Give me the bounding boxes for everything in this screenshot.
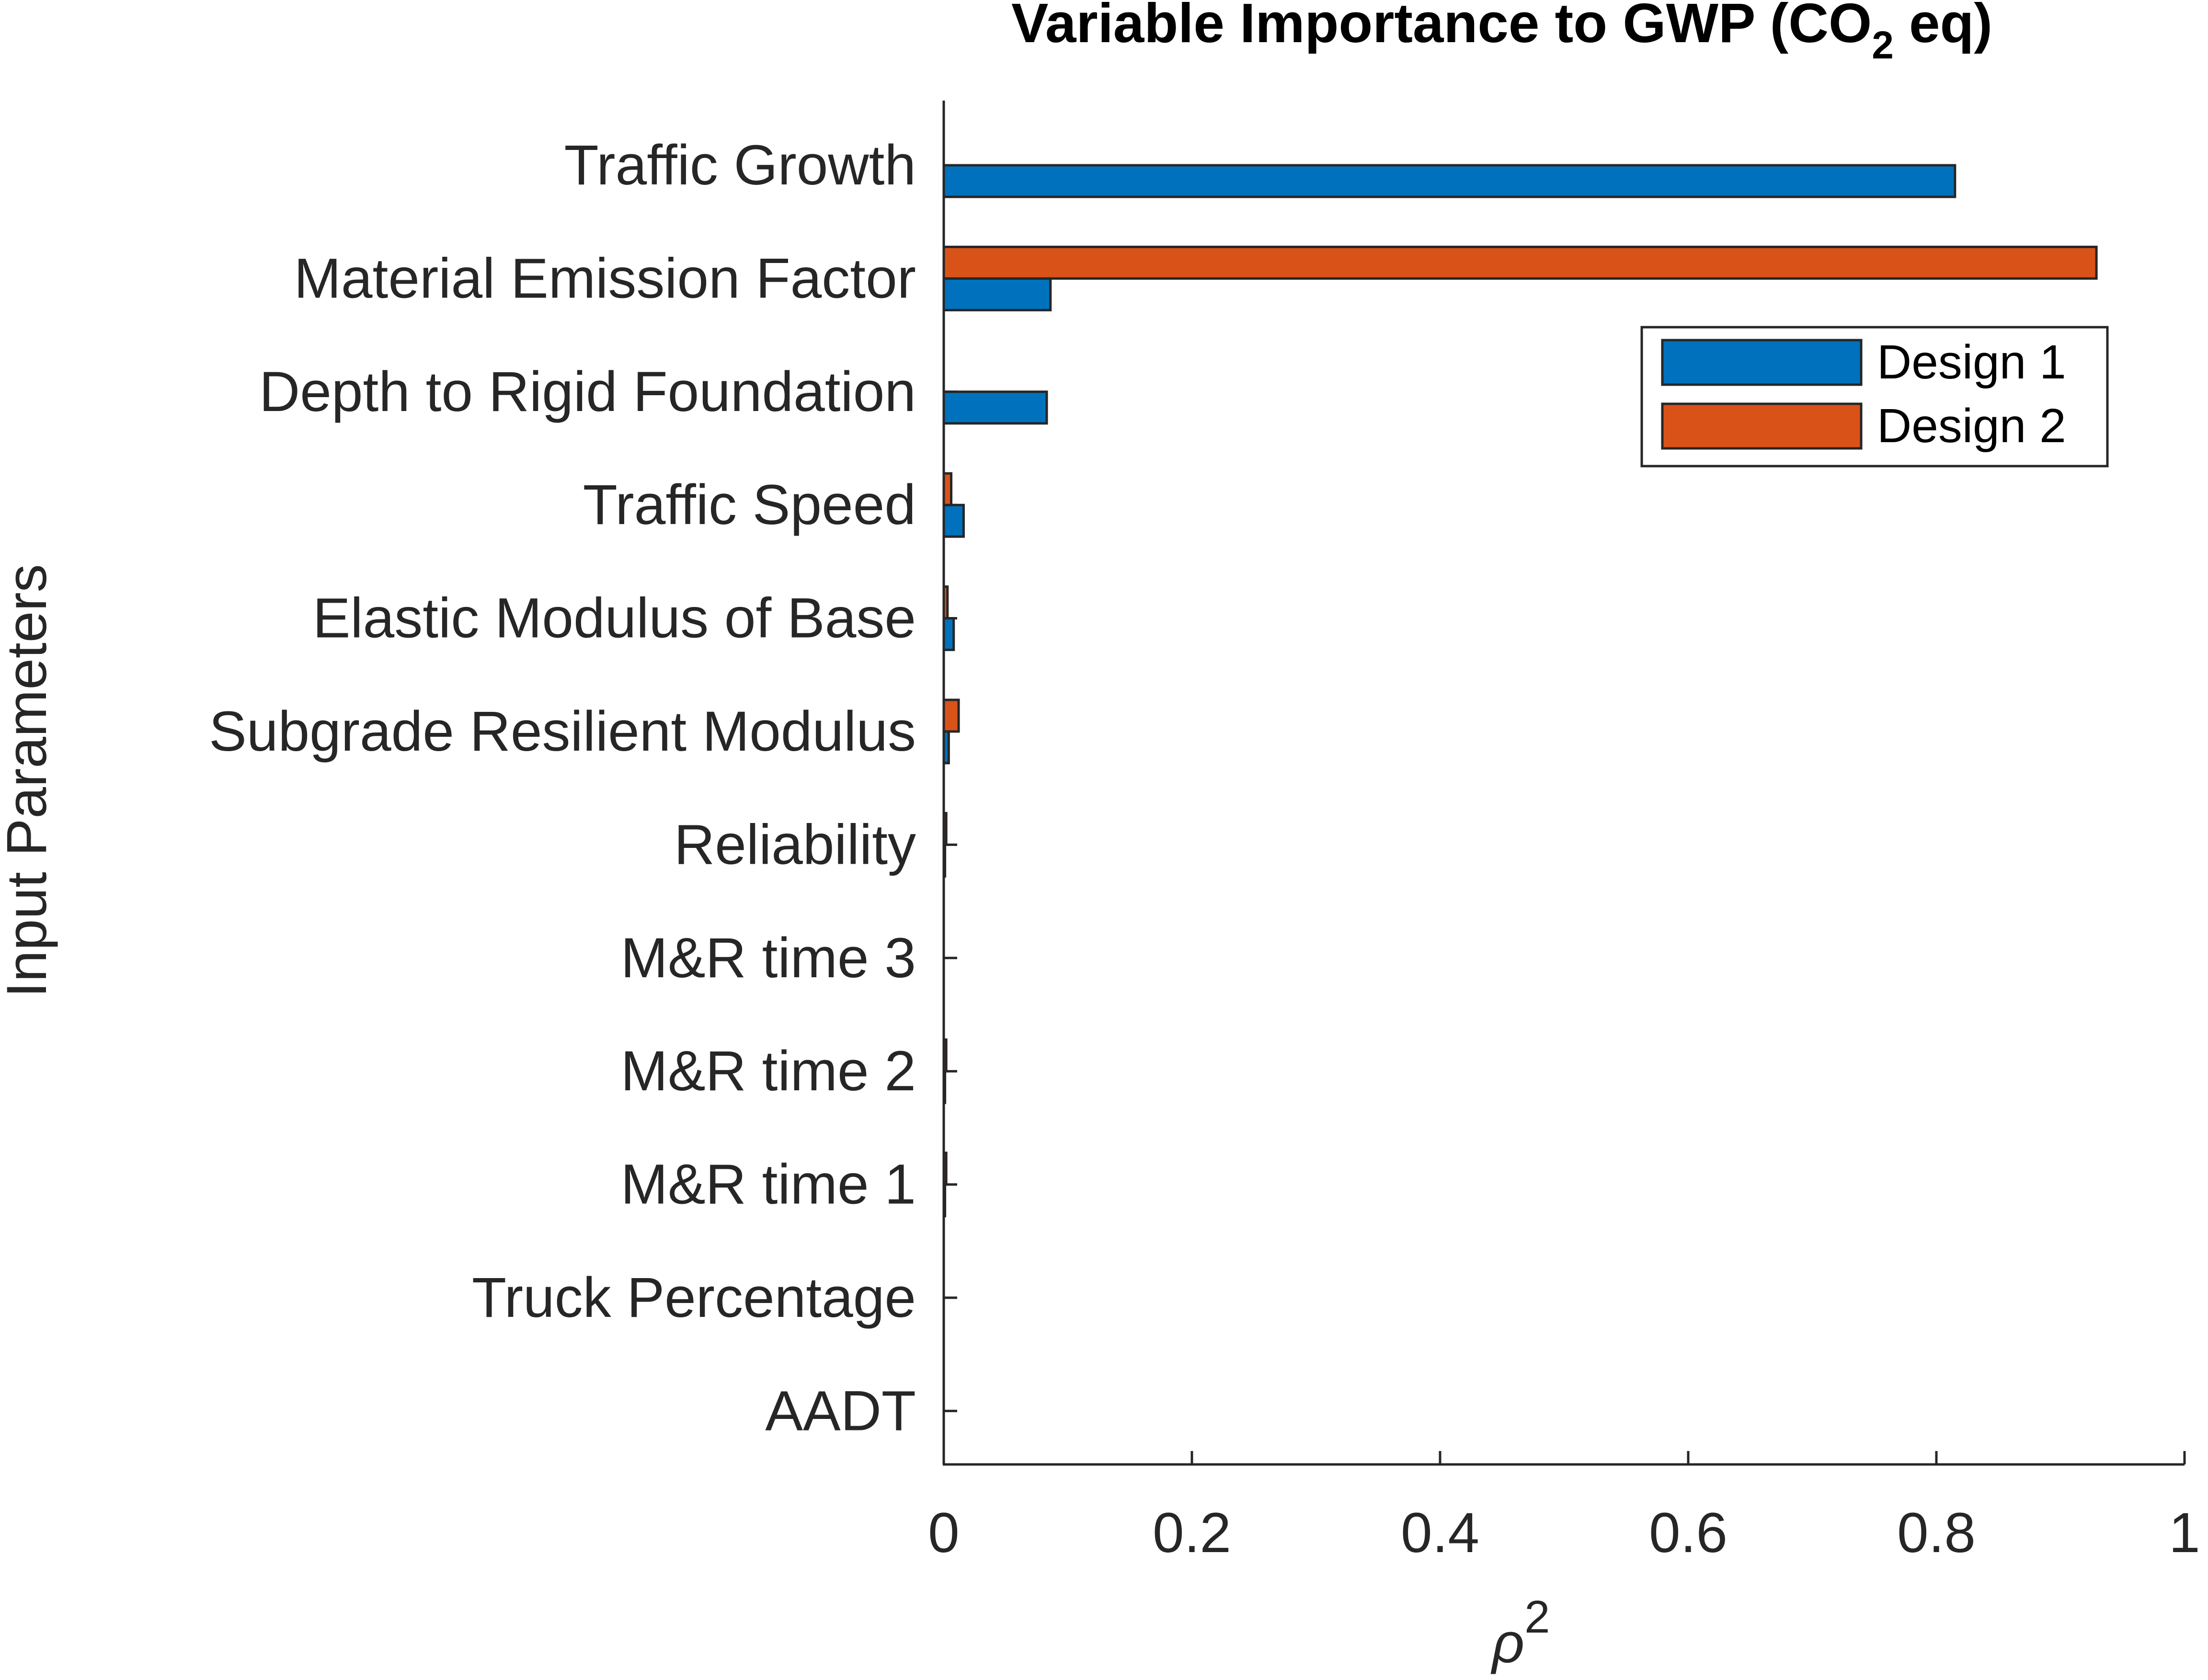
legend-label-design-1: Design 1: [1877, 335, 2066, 389]
y-tick-label: Depth to Rigid Foundation: [259, 360, 916, 423]
chart-title-main: Variable Importance to GWP (CO: [1011, 0, 1872, 54]
chart-title-subscript: 2: [1872, 23, 1894, 67]
x-tick-label: 0.4: [1401, 1501, 1479, 1565]
x-ticks: 0 0.2 0.4 0.6 0.8 1: [928, 1501, 2200, 1565]
bar-design-2: [942, 472, 953, 506]
y-tick-label: Reliability: [674, 813, 916, 876]
y-tick-label: Elastic Modulus of Base: [313, 587, 916, 650]
x-tick-label: 0.2: [1153, 1501, 1231, 1565]
bars: [942, 164, 2098, 1218]
bar-design-1: [942, 843, 947, 878]
x-tick-label: 0.6: [1649, 1501, 1728, 1565]
y-tick-label: AADT: [765, 1379, 916, 1442]
bar-design-1: [942, 1183, 947, 1218]
category-labels: Traffic Growth Material Emission Factor De…: [209, 134, 916, 1442]
x-tick-label: 0.8: [1897, 1501, 1976, 1565]
bar-design-1: [942, 390, 1048, 425]
bar-design-1: [942, 503, 965, 538]
legend: Design 1 Design 2: [1640, 326, 2109, 468]
bar-design-2: [942, 245, 2098, 280]
y-tick-label: Subgrade Resilient Modulus: [209, 700, 916, 763]
x-tick-label: 0: [928, 1501, 960, 1565]
y-tick-label: M&R time 1: [621, 1153, 916, 1216]
y-tick-label: M&R time 3: [621, 926, 916, 990]
bar-design-2: [942, 1152, 948, 1186]
bar-design-1: [942, 277, 1052, 311]
bar-design-2: [942, 1038, 948, 1073]
x-axis-label: ρ2: [1491, 1591, 1550, 1675]
y-tick-label: Traffic Speed: [583, 473, 916, 537]
bar-design-1: [942, 164, 1956, 198]
y-tick-label: Truck Percentage: [472, 1266, 916, 1329]
bar-design-2: [942, 585, 949, 620]
chart-title-suffix: eq): [1894, 0, 1992, 54]
y-tick-label: M&R time 2: [621, 1040, 916, 1103]
bar-design-1: [942, 617, 955, 651]
y-tick-label: Traffic Growth: [564, 134, 916, 197]
bar-design-1: [942, 730, 950, 765]
legend-swatch-design-2: [1661, 402, 1863, 450]
y-tick-label: Material Emission Factor: [294, 247, 916, 310]
bar-design-2: [942, 811, 948, 846]
chart-title: Variable Importance to GWP (CO2 eq): [1011, 0, 1992, 67]
bar-design-2: [942, 698, 960, 733]
legend-label-design-2: Design 2: [1877, 399, 2066, 453]
x-axis-label-base: ρ: [1491, 1611, 1525, 1675]
x-axis-label-superscript: 2: [1524, 1591, 1550, 1643]
x-tick-label: 1: [2169, 1501, 2200, 1565]
legend-swatch-design-1: [1661, 339, 1863, 386]
bar-design-1: [942, 1070, 947, 1104]
y-axis-label: Input Parameters: [0, 564, 58, 997]
